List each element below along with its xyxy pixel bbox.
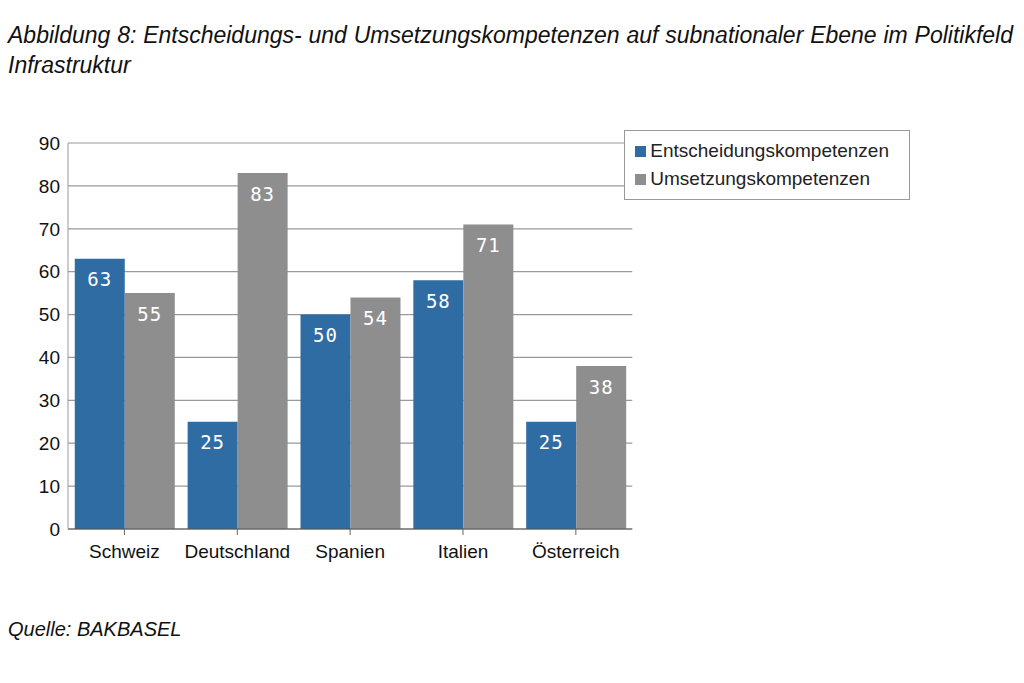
svg-text:50: 50 <box>313 324 338 346</box>
html-text:Entscheidungskompetenzen: Entscheidungskompetenzen <box>650 140 889 161</box>
html-text:Abbildung 8: Entscheidungs- un: Abbildung 8: Entscheidungs- und Umsetzun… <box>8 22 1013 78</box>
svg-text:10: 10 <box>39 476 60 497</box>
svg-text:Italien: Italien <box>438 541 489 562</box>
svg-text:Deutschland: Deutschland <box>184 541 290 562</box>
svg-text:71: 71 <box>476 234 501 256</box>
svg-text:90: 90 <box>39 133 60 154</box>
svg-text:70: 70 <box>39 219 60 240</box>
svg-text:80: 80 <box>39 176 60 197</box>
svg-text:83: 83 <box>250 183 275 205</box>
svg-text:Schweiz: Schweiz <box>89 541 160 562</box>
svg-text:54: 54 <box>363 307 388 329</box>
html-text:Quelle: BAKBASEL: Quelle: BAKBASEL <box>8 618 182 640</box>
svg-text:30: 30 <box>39 390 60 411</box>
svg-text:40: 40 <box>39 347 60 368</box>
svg-text:25: 25 <box>539 431 564 453</box>
svg-text:Österreich: Österreich <box>532 541 620 562</box>
svg-text:60: 60 <box>39 261 60 282</box>
svg-text:Spanien: Spanien <box>315 541 385 562</box>
svg-text:63: 63 <box>87 268 112 290</box>
html-text:Umsetzungskompetenzen: Umsetzungskompetenzen <box>650 168 870 189</box>
svg-text:50: 50 <box>39 304 60 325</box>
svg-text:25: 25 <box>200 431 225 453</box>
svg-text:0: 0 <box>49 519 60 540</box>
svg-text:55: 55 <box>137 303 162 325</box>
svg-text:58: 58 <box>426 290 451 312</box>
svg-text:38: 38 <box>589 376 614 398</box>
svg-text:20: 20 <box>39 433 60 454</box>
